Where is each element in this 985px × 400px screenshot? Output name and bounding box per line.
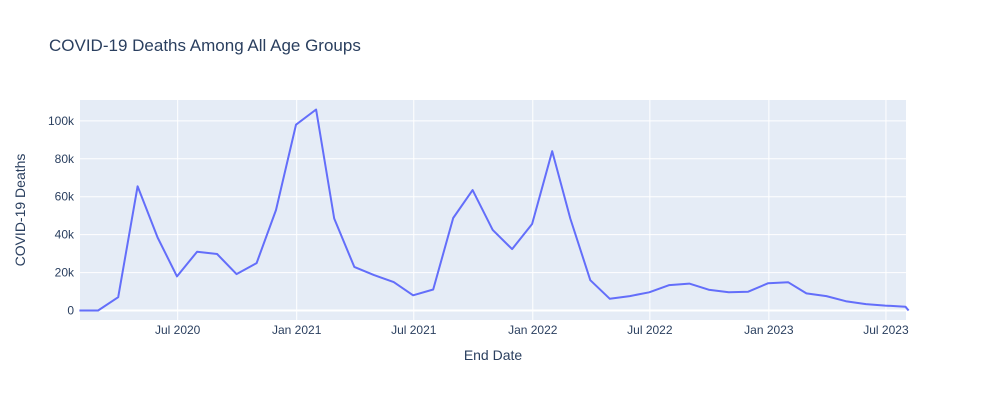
x-tick-label: Jul 2021	[391, 323, 437, 337]
x-tick-label: Jul 2023	[863, 323, 909, 337]
series-line-layer	[79, 108, 910, 312]
x-axis-ticks: Jul 2020 Jan 2021 Jul 2021 Jan 2022 Jul 2022…	[155, 323, 909, 337]
series-line	[79, 108, 910, 312]
y-tick-label: 0	[67, 304, 74, 318]
x-tick-label: Jul 2022	[627, 323, 673, 337]
gridlines	[80, 100, 906, 320]
x-tick-label: Jan 2021	[272, 323, 322, 337]
x-axis-label: End Date	[464, 347, 523, 363]
x-tick-label: Jan 2022	[508, 323, 558, 337]
plot-area	[80, 100, 906, 320]
y-tick-label: 40k	[55, 228, 75, 242]
x-tick-label: Jan 2023	[744, 323, 794, 337]
y-tick-label: 20k	[55, 266, 75, 280]
chart-title: COVID-19 Deaths Among All Age Groups	[49, 36, 361, 55]
y-tick-label: 80k	[55, 152, 75, 166]
y-tick-label: 100k	[48, 114, 75, 128]
x-tick-label: Jul 2020	[155, 323, 201, 337]
y-axis-label: COVID-19 Deaths	[12, 154, 28, 267]
y-tick-label: 60k	[55, 190, 75, 204]
y-axis-ticks: 0 20k 40k 60k 80k 100k	[48, 114, 75, 318]
